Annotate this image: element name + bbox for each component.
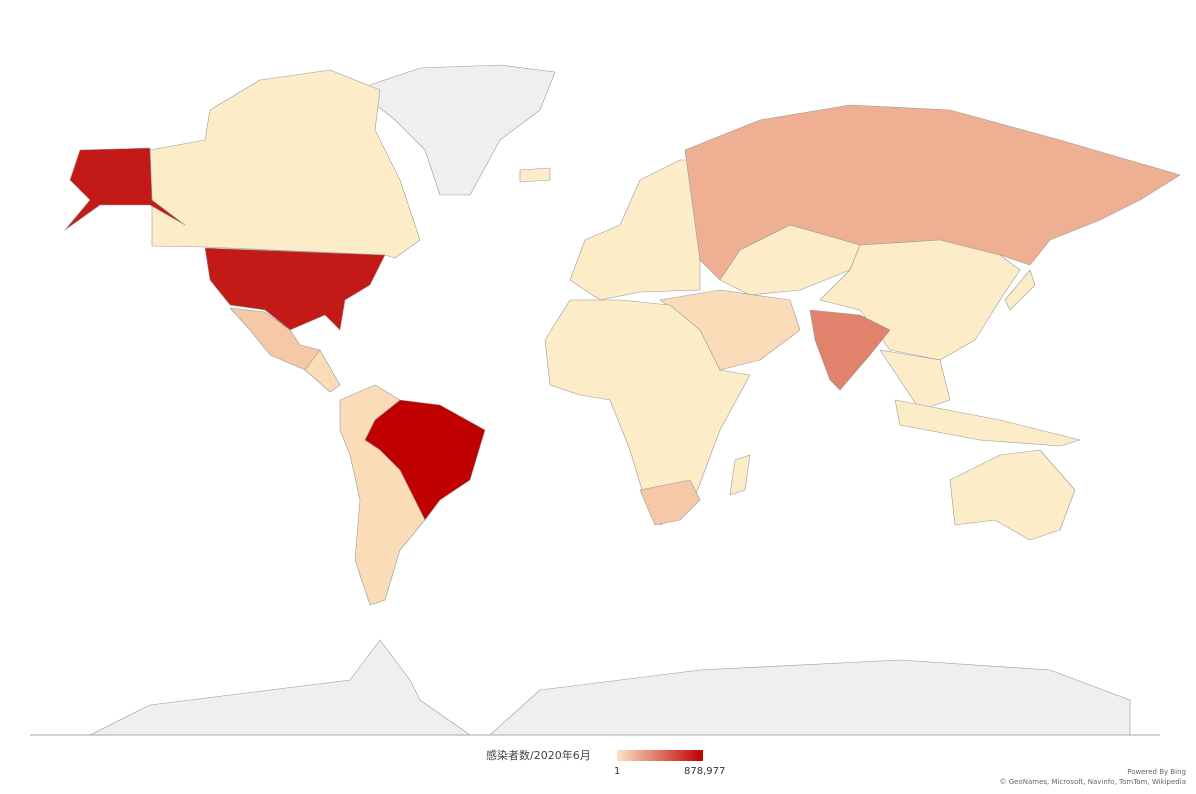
canada [149,69,421,259]
greenland [369,64,556,196]
india [809,309,891,391]
australia [949,449,1076,541]
china [819,239,1021,361]
japan [1004,269,1036,311]
legend-gradient [617,750,703,761]
alaska [64,147,186,231]
legend-max: 878,977 [684,766,726,777]
madagascar [729,454,751,496]
indonesia [894,399,1081,447]
africa [544,299,751,526]
usa [204,247,386,331]
southeast-asia [879,349,951,411]
legend-min: 1 [614,766,621,777]
europe [569,159,701,301]
antarctica-west [89,639,471,736]
south-africa [639,479,701,526]
attribution-sources: © GeoNames, Microsoft, Navinfo, TomTom, … [999,778,1186,786]
central-america [304,349,341,393]
legend-title: 感染者数/2020年6月 [486,749,591,762]
antarctica-east [489,659,1131,736]
uk-iceland [519,167,551,183]
attribution-powered: Powered By Bing [1127,768,1186,776]
brazil [364,399,486,521]
